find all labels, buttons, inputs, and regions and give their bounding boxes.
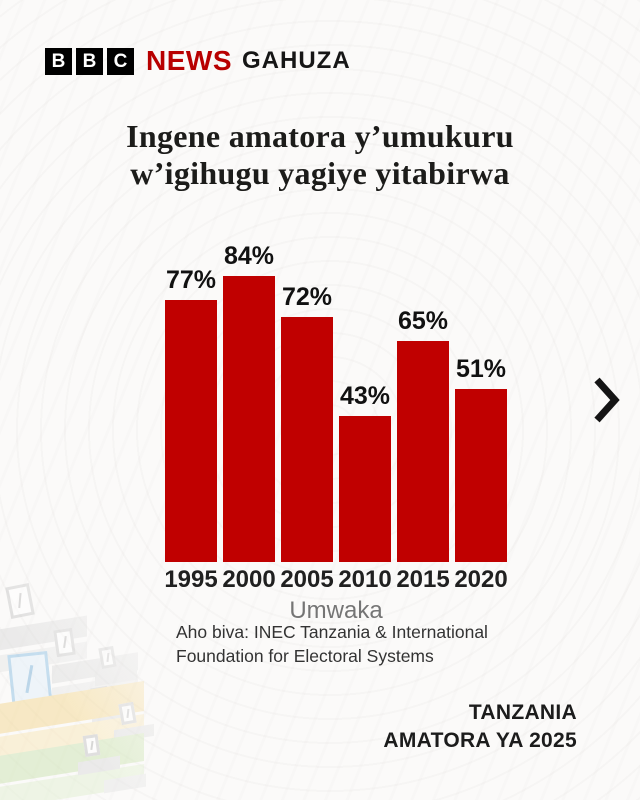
bar [223,276,275,563]
x-tick-label: 2010 [338,566,392,594]
bar [339,416,391,563]
service-wordmark-gahuza: GAHUZA [242,47,351,74]
bar-column: 84% 2000 [222,241,276,595]
x-tick-label: 2015 [396,566,450,594]
source-note-line2: Foundation for Electoral Systems [176,646,434,667]
page-title-line2: w’igihugu yagiye yitabirwa [130,154,510,191]
bar-chart: 77% 1995 84% 2000 72% 2005 43% 2010 65% 2015 51% 20… [164,235,508,595]
bar-column: 77% 1995 [164,265,218,595]
ballot-paper-icon [5,583,35,619]
bar-value-label: 51% [455,354,507,383]
source-note-line1: Aho biva: INEC Tanzania & International [176,622,488,642]
page-title: Ingene amatora y’umukuru w’igihugu yagiy… [0,118,640,192]
bbc-logo-blocks: B B C [45,47,134,75]
footer-tag-line2: AMATORA YA 2025 [383,728,577,752]
bar [397,341,449,563]
ballot-paper-icon [53,627,76,658]
ballot-paper-icon [98,645,117,670]
bar-value-label: 72% [281,282,333,311]
x-tick-label: 2000 [222,566,276,594]
ballot-boxes-illustration [0,563,247,800]
bar-column: 43% 2010 [338,381,392,595]
source-note: Aho biva: INEC Tanzania & International … [176,620,488,668]
bar-column: 65% 2015 [396,306,450,595]
bar-value-label: 77% [165,265,217,294]
bar-value-label: 84% [223,241,275,270]
bar-column: 51% 2020 [454,354,508,595]
bbc-logo-block-c: C [107,47,134,75]
bar [455,389,507,563]
bbc-logo-block-b2: B [76,47,103,75]
bar-column: 72% 2005 [280,282,334,595]
bbc-logo-block-b1: B [45,47,72,75]
chevron-right-icon [594,377,620,423]
ballot-paper-icon [82,734,101,757]
news-wordmark: NEWS [146,45,232,76]
x-axis-label: Umwaka [289,597,383,624]
footer-tag: TANZANIA AMATORA YA 2025 [383,699,577,755]
bar-value-label: 65% [397,306,449,335]
bbc-logo: B B C NEWS GAHUZA [45,45,351,77]
page-title-line1: Ingene amatora y’umukuru [126,118,514,154]
bar [165,300,217,563]
bar [281,317,333,563]
x-tick-label: 2005 [280,566,334,594]
x-tick-label: 2020 [454,566,508,594]
next-arrow-button[interactable] [592,375,620,425]
footer-tag-line1: TANZANIA [468,701,577,724]
bar-value-label: 43% [339,381,391,410]
x-tick-label: 1995 [164,566,218,594]
